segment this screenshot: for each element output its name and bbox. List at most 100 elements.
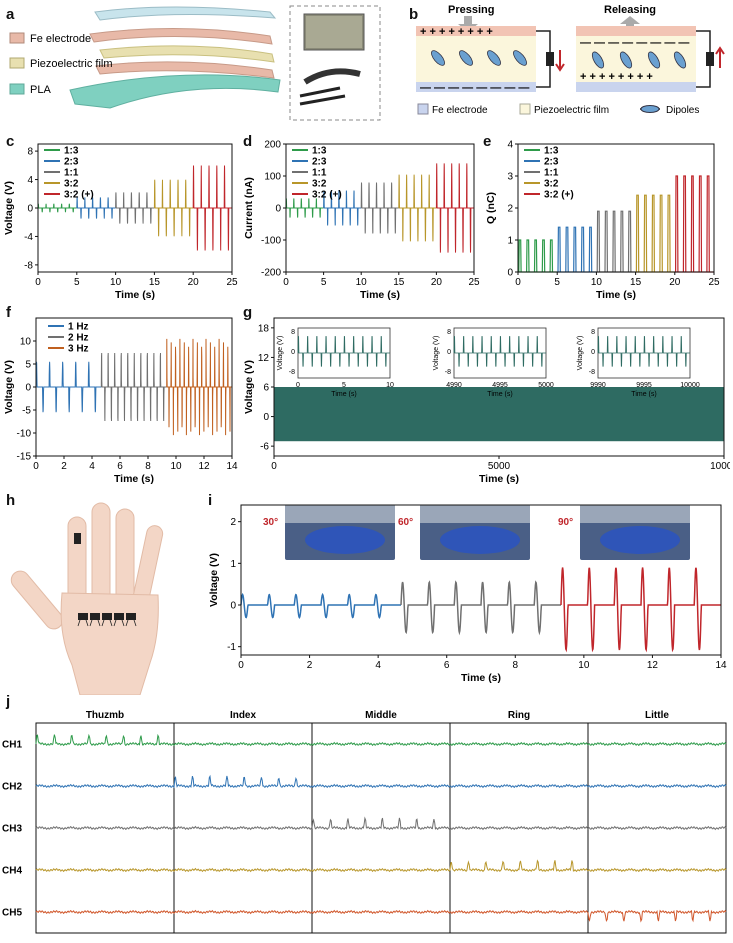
dipoles-left [431,50,527,66]
current-arrow-up [715,46,725,68]
dipoles-legend-label: Dipoles [666,105,699,116]
x-tick-label: 0 [515,277,521,288]
x-tick-label: 15 [149,277,161,288]
y-tick-label: 2 [230,517,236,528]
legend-label: 3:2 (+) [544,190,574,201]
x-axis-label: Time (s) [479,473,519,485]
inset-y-tick: -8 [589,369,595,376]
wrist-sensors [78,613,136,620]
voltage-series-0 [37,203,77,213]
angle-label-1: 60° [398,517,413,528]
inset-y-tick: 8 [591,329,595,336]
y-tick-label: 2 [507,204,513,215]
bending-photo-bg-1 [420,505,530,523]
x-tick-label: 20 [669,277,681,288]
panel-letter-j: j [6,693,11,710]
thumb [10,570,64,630]
fe-legend-label: Fe electrode [30,33,91,45]
panel-letter-b: b [409,6,419,23]
panel-letter-h: h [6,492,16,509]
x-tick-label: 20 [431,277,443,288]
x-tick-label: 14 [226,461,238,472]
fe-legend-swatch [9,32,25,44]
panel-letter-a: a [6,6,15,23]
y-tick-label: 18 [258,323,270,334]
panel-letter-c: c [6,133,15,150]
freq-series-0 [100,352,167,422]
inset-x-tick: 10 [386,382,394,389]
piezo-legend-swatch [9,57,25,69]
minus-charges-left: — — — — — — — — [420,82,529,94]
y-tick-label: 8 [27,147,33,158]
x-tick-label: 10 [110,277,122,288]
releasing-label: Releasing [604,4,656,16]
inset-y-label: Voltage (V) [277,336,284,371]
x-tick-label: 15 [630,277,642,288]
channel-label: CH4 [2,866,22,877]
panel-a-illustration: Fe electrode Piezoelectric film PLA [9,5,381,121]
finger-sensor [74,533,81,544]
chart-f: 0 2 4 6 8 10 12 14 10 5 0 -5 -10 -15 Time (s) Voltage (… [3,317,238,485]
legend-label: 3:2 [64,179,79,190]
y-tick-label: 200 [264,140,281,151]
x-tick-label: 2 [61,461,67,472]
layer-stack [69,6,281,109]
piezo-legend-swatch-b [519,103,531,115]
inset-x-label: Time (s) [631,391,656,398]
x-tick-label: 10 [578,660,590,671]
y-tick-label: 1 [507,236,513,247]
x-tick-label: 2 [307,660,313,671]
inset-x-tick: 0 [296,382,300,389]
plus-charges-left: + + + + + + + + [420,26,493,38]
y-axis-label: Current (nA) [243,177,255,239]
inset-y-tick: 0 [591,349,595,356]
channel-trace-4 [35,909,727,923]
minus-charges-right: — — — — — — — — [580,37,689,49]
inset-x-tick: 10000 [680,382,700,389]
voltage-series-1 [76,197,116,219]
x-tick-label: 8 [513,660,519,671]
channel-label: CH3 [2,824,22,835]
fe-electrode-layer-2 [95,61,275,79]
top-layer [94,6,277,21]
dipoles-right [591,51,687,69]
fe-legend-swatch-b [417,103,429,115]
x-tick-label: 20 [188,277,200,288]
current-series-1 [323,190,362,226]
x-tick-label: 0 [35,277,41,288]
voltage-series-3 [153,179,194,237]
y-tick-label: 6 [263,383,269,394]
x-tick-label: 15 [393,277,405,288]
panel-h-hand [10,502,164,695]
x-tick-label: 5000 [488,461,511,472]
top-electrode-left [416,26,536,36]
dipole-legend-icon [640,105,660,113]
x-axis-label: Time (s) [461,672,501,684]
x-axis-label: Time (s) [596,289,636,301]
legend-label: 2:3 [312,157,327,168]
y-tick-label: -1 [227,642,236,653]
x-tick-label: 12 [647,660,659,671]
x-tick-label: 0 [33,461,39,472]
chart-d: 0 5 10 15 20 25 200 100 0 -100 -200 Time (s) Current… [243,140,480,302]
inset-x-tick: 4995 [492,382,508,389]
x-tick-label: 4 [375,660,381,671]
legend-label: 1:3 [64,146,79,157]
fe-electrode-layer-1 [89,27,273,45]
current-series-2 [360,182,399,234]
inset-y-label: Voltage (V) [577,336,584,371]
x-tick-label: 10000 [710,461,730,472]
y-axis-label: Voltage (V) [3,360,15,414]
inset-x-tick: 9995 [636,382,652,389]
channel-trace-0 [35,733,727,747]
y-axis-label: Voltage (V) [208,553,220,607]
y-tick-label: 10 [20,337,32,348]
glove-1 [440,526,520,554]
inset-waveform [297,336,390,367]
load-right [706,52,714,66]
y-axis-label: Q (nC) [485,192,497,224]
y-tick-label: -200 [261,268,281,279]
inset-x-tick: 5 [342,382,346,389]
y-tick-label: -15 [17,452,32,463]
